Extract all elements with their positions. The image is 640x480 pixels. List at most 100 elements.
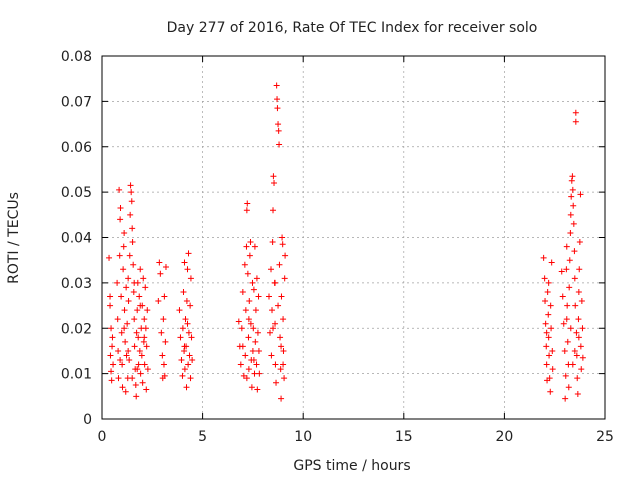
data-point — [243, 207, 250, 214]
data-point — [573, 329, 580, 336]
data-point — [139, 379, 146, 386]
data-point — [563, 243, 570, 250]
data-point — [253, 361, 260, 368]
data-point — [278, 343, 285, 350]
data-point — [544, 288, 551, 295]
data-point — [548, 259, 555, 266]
data-point — [579, 354, 586, 361]
chart-title: Day 277 of 2016, Rate Of TEC Index for r… — [167, 20, 538, 36]
data-point — [561, 347, 568, 354]
data-point — [143, 386, 150, 393]
data-point — [130, 261, 137, 268]
data-point — [126, 357, 133, 364]
data-point — [273, 379, 280, 386]
x-tick-label: 25 — [596, 429, 614, 445]
data-point — [188, 334, 195, 341]
data-point — [253, 275, 260, 282]
data-point — [237, 361, 244, 368]
data-point — [121, 229, 128, 236]
data-point — [256, 370, 263, 377]
y-axis-label: ROTI / TECUs — [6, 192, 22, 284]
data-point — [575, 288, 582, 295]
data-point — [241, 261, 248, 268]
data-point — [158, 329, 165, 336]
data-point — [277, 366, 284, 373]
data-point — [107, 352, 114, 359]
data-point — [572, 302, 579, 309]
data-point — [239, 288, 246, 295]
data-point — [177, 334, 184, 341]
data-point — [578, 366, 585, 373]
data-point — [141, 316, 148, 323]
data-point — [577, 191, 584, 198]
data-point — [133, 393, 140, 400]
data-point — [181, 259, 188, 266]
data-point — [546, 352, 553, 359]
data-point — [275, 121, 282, 128]
data-point — [268, 266, 275, 273]
data-point — [125, 298, 132, 305]
data-point — [562, 395, 569, 402]
data-point — [247, 320, 254, 327]
data-point — [138, 352, 145, 359]
data-point — [238, 325, 245, 332]
data-point — [575, 334, 582, 341]
data-point — [270, 173, 277, 180]
y-tick-label: 0.07 — [61, 94, 92, 110]
data-point — [179, 325, 186, 332]
data-point — [137, 370, 144, 377]
data-point — [116, 252, 123, 259]
data-point — [160, 361, 167, 368]
data-point — [281, 375, 288, 382]
data-point — [252, 307, 259, 314]
data-point — [156, 259, 163, 266]
data-point — [142, 325, 149, 332]
data-point — [141, 361, 148, 368]
data-point — [178, 357, 185, 364]
data-point — [281, 275, 288, 282]
data-point — [130, 288, 137, 295]
data-point — [578, 298, 585, 305]
data-point — [125, 347, 132, 354]
data-point — [132, 381, 139, 388]
data-point — [250, 325, 257, 332]
data-point — [161, 293, 168, 300]
data-point — [272, 320, 279, 327]
data-point — [183, 384, 190, 391]
x-tick-label: 5 — [198, 429, 207, 445]
data-point — [278, 395, 285, 402]
data-point — [244, 270, 251, 277]
data-point — [576, 266, 583, 273]
data-point — [120, 243, 127, 250]
data-point — [184, 320, 191, 327]
data-point — [235, 318, 242, 325]
data-point — [540, 254, 547, 261]
data-point — [573, 352, 580, 359]
data-point — [247, 239, 254, 246]
data-point — [267, 329, 274, 336]
data-point — [122, 388, 129, 395]
y-tick-label: 0.04 — [61, 231, 92, 247]
data-point — [271, 180, 278, 187]
data-point — [543, 343, 550, 350]
x-tick-label: 15 — [395, 429, 413, 445]
data-point — [268, 352, 275, 359]
data-point — [189, 357, 196, 364]
data-point — [548, 325, 555, 332]
data-point — [274, 105, 281, 112]
data-point — [567, 325, 574, 332]
data-point — [186, 352, 193, 359]
x-tick-label: 20 — [495, 429, 513, 445]
data-points — [106, 82, 586, 402]
data-point — [118, 293, 125, 300]
data-point — [275, 127, 282, 134]
x-tick-label: 10 — [294, 429, 312, 445]
data-point — [123, 284, 130, 291]
data-point — [549, 347, 556, 354]
data-point — [543, 329, 550, 336]
data-point — [109, 334, 116, 341]
data-point — [142, 284, 149, 291]
data-point — [121, 307, 128, 314]
data-point — [570, 202, 577, 209]
data-point — [276, 261, 283, 268]
